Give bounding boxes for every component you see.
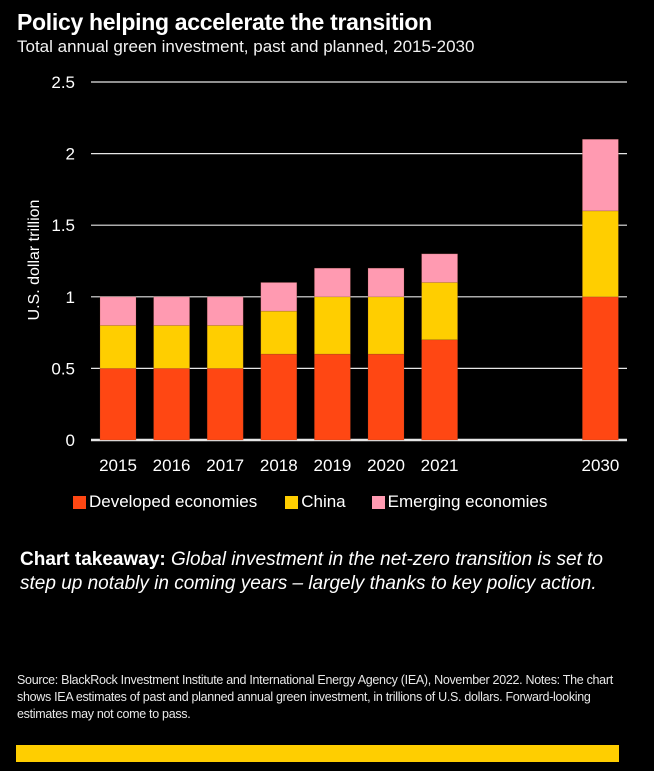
takeaway-label: Chart takeaway: (20, 549, 166, 570)
chart-title: Policy helping accelerate the transition (17, 9, 432, 35)
x-tick-label: 2020 (367, 456, 405, 475)
bar-segment-china (367, 296, 405, 355)
bar-segment-emerging-economies (367, 267, 405, 298)
stacked-bar-chart: 0 0.5 1 1.5 2 2.5 2015 2016 2017 2018 2019 2020 202… (26, 73, 627, 475)
x-tick-label: 2015 (99, 456, 137, 475)
y-tick-label: 1.5 (51, 216, 75, 235)
legend-item-china: China (285, 492, 346, 512)
bar-segment-china (153, 325, 190, 369)
bar-segment-emerging-economies (99, 296, 137, 326)
bar-segment-china (314, 296, 351, 355)
bar-segment-developed-economies (421, 339, 458, 441)
bar-segment-emerging-economies (153, 296, 190, 326)
y-tick-label: 1 (66, 288, 75, 307)
bar-segment-china (260, 310, 298, 355)
bar-segment-developed-economies (260, 353, 298, 441)
legend-swatch-developed (73, 495, 86, 509)
bars (99, 138, 619, 441)
legend-label-developed: Developed economies (89, 492, 258, 511)
x-tick-label: 2019 (313, 456, 351, 475)
footer-accent-bar (16, 745, 619, 762)
bar-segment-developed-economies (367, 353, 405, 441)
bar-segment-developed-economies (582, 296, 619, 441)
takeaway-text: Global investment in the net-zero transi… (20, 549, 603, 594)
x-tick-label: 2016 (153, 456, 191, 475)
chart-subtitle: Total annual green investment, past and … (17, 37, 475, 56)
bar-segment-emerging-economies (421, 253, 458, 283)
bar-segment-china (582, 210, 619, 298)
bar-segment-china (206, 325, 244, 369)
legend-label-emerging: Emerging economies (387, 492, 548, 511)
y-tick-label: 0.5 (51, 359, 75, 378)
x-tick-label: 2030 (581, 456, 619, 475)
x-axis-ticks: 2015 2016 2017 2018 2019 2020 2021 2030 (99, 456, 619, 475)
bar-segment-china (421, 282, 458, 341)
y-axis-label: U.S. dollar trillion (26, 200, 43, 321)
y-axis-ticks: 0 0.5 1 1.5 2 2.5 (51, 73, 75, 450)
source-notes: Source: BlackRock Investment Institute a… (17, 673, 613, 721)
legend-swatch-china (285, 495, 299, 509)
bar-segment-developed-economies (206, 368, 244, 441)
y-tick-label: 2.5 (51, 73, 75, 92)
bar-segment-emerging-economies (260, 282, 298, 312)
bar-segment-emerging-economies (206, 296, 244, 326)
bar-segment-emerging-economies (582, 138, 619, 212)
legend-item-developed: Developed economies (73, 492, 257, 512)
legend-label-china: China (301, 492, 346, 511)
x-tick-label: 2017 (206, 456, 244, 475)
bar-segment-developed-economies (314, 353, 351, 441)
y-tick-label: 0 (66, 431, 75, 450)
x-tick-label: 2018 (260, 456, 298, 475)
bar-segment-emerging-economies (314, 267, 351, 298)
bar-segment-developed-economies (153, 368, 190, 441)
legend: Developed economies China Emerging econo… (73, 492, 575, 512)
x-tick-label: 2021 (421, 456, 459, 475)
bar-segment-developed-economies (99, 368, 137, 441)
bar-segment-china (99, 325, 137, 369)
y-tick-label: 2 (66, 145, 75, 164)
legend-item-emerging: Emerging economies (371, 492, 548, 512)
chart-takeaway: Chart takeaway: Global investment in the… (20, 548, 630, 596)
legend-swatch-emerging (371, 495, 385, 509)
